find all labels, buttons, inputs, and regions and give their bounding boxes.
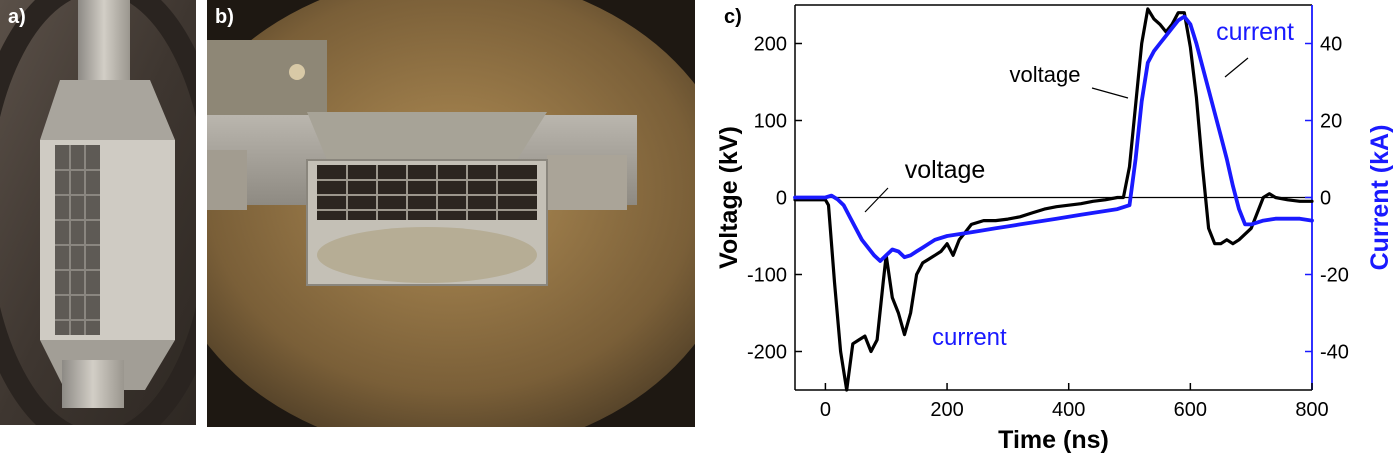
chart-panel-c: 0 200 400 600 800 -200 -100 0 100 200 -40 -20 0 20 40 T… (700, 0, 1400, 461)
labels-layer: 0 200 400 600 800-200-1000100200-40-2002040T… (715, 18, 1394, 454)
y-right-tick-label: 0 (1320, 188, 1331, 210)
x-tick-label: 800 (1295, 399, 1328, 421)
panel-b-label: b) (215, 6, 234, 28)
annotation-voltage-upper-arrow (1091, 87, 1129, 99)
photo-panel-a: a) (0, 0, 196, 425)
y-right-tick-label: 40 (1320, 34, 1342, 56)
y-left-tick-label: -100 (747, 265, 787, 287)
y-left-tick-label: -200 (747, 342, 787, 364)
panel-a-label: a) (8, 6, 26, 28)
y-left-tick-label: 0 (776, 188, 787, 210)
x-tick-label: 200 (930, 399, 963, 421)
x-tick-label: 400 (1052, 399, 1085, 421)
series-line-current (793, 14, 1314, 263)
x-axis-title: Time (ns) (998, 426, 1109, 454)
annotation-current-lower: voltage (905, 156, 986, 184)
annotation-voltage-upper: voltage (1010, 62, 1081, 87)
y-left-tick-label: 200 (754, 34, 787, 56)
y-right-tick-label: -40 (1320, 342, 1349, 364)
photo-b-illustration (207, 0, 695, 427)
x-tick-label: 0 (820, 399, 831, 421)
y-left-axis-title: Voltage (kV) (715, 126, 743, 269)
y-right-tick-label: 20 (1320, 111, 1342, 133)
annotation-current-upper: current (1216, 18, 1294, 46)
annotation-current-upper-arrow (1224, 57, 1249, 78)
annotation-voltage-lower: current (932, 324, 1007, 351)
photo-panel-b: b) (207, 0, 695, 427)
panel-c-label: c) (724, 6, 742, 28)
y-right-axis-title: Current (kA) (1366, 125, 1394, 271)
series-layer (793, 7, 1314, 392)
x-tick-label: 600 (1174, 399, 1207, 421)
series-line-voltage (793, 7, 1314, 392)
photo-a-illustration (0, 0, 196, 425)
voltage-current-chart: 0 200 400 600 800-200-1000100200-40-2002040T… (715, 4, 1394, 454)
annotation-current-lower-arrow (864, 187, 889, 213)
y-left-tick-label: 100 (754, 111, 787, 133)
y-right-tick-label: -20 (1320, 265, 1349, 287)
